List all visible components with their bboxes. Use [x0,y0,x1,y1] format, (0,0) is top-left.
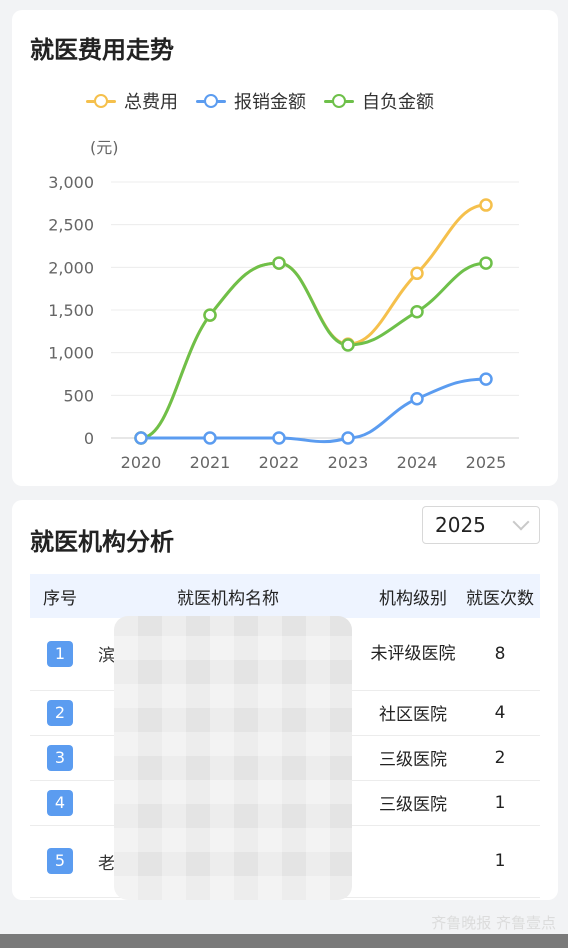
chart-legend: 总费用 报销金额 自负金额 [86,88,434,114]
legend-item-selfpay[interactable]: 自负金额 [324,88,434,114]
row-count: 1 [460,780,540,826]
data-point [203,431,217,445]
year-select[interactable]: 2025 [422,506,540,544]
header-level: 机构级别 [366,574,460,618]
y-tick-label: 3,000 [48,173,94,192]
y-tick-label: 500 [63,386,94,405]
y-axis-unit: (元) [90,138,119,157]
chart-title: 就医费用走势 [30,36,174,64]
row-level: 社区医院 [366,690,460,736]
x-tick-label: 2023 [328,453,369,472]
legend-item-reimbursed[interactable]: 报销金额 [196,88,306,114]
bottom-bar [0,934,568,948]
legend-label-selfpay: 自负金额 [362,92,434,113]
year-select-value: 2025 [435,513,486,537]
row-count: 2 [460,735,540,781]
legend-swatch-reimbursed [196,94,226,108]
legend-swatch-selfpay [324,94,354,108]
legend-label-total: 总费用 [124,92,178,113]
row-level [366,825,460,898]
row-index-badge: 1 [47,640,73,667]
data-point [134,431,148,445]
x-tick-label: 2024 [397,453,438,472]
legend-swatch-total [86,94,116,108]
data-point [341,338,355,352]
row-count: 1 [460,825,540,898]
series-line [139,261,488,440]
x-tick-label: 2021 [190,453,231,472]
x-tick-label: 2025 [466,453,507,472]
expense-trend-card: 就医费用走势 总费用 报销金额 自负金额 (元) 0 500 1,000 1,500 2,… [12,10,558,486]
series-line [139,203,488,440]
data-point [410,391,424,406]
row-level: 未评级医院 [366,618,460,691]
data-point [203,308,217,322]
redaction-mosaic [114,616,352,900]
row-index-badge: 5 [47,848,73,874]
row-index-badge: 3 [47,744,73,771]
header-index: 序号 [30,574,90,618]
row-count: 4 [460,690,540,736]
data-point [479,198,493,212]
row-level: 三级医院 [366,780,460,826]
row-level: 三级医院 [366,735,460,781]
table-header-row: 序号 就医机构名称 机构级别 就医次数 [30,574,540,618]
legend-label-reimbursed: 报销金额 [234,92,306,113]
legend-item-total[interactable]: 总费用 [86,88,178,114]
table-title: 就医机构分析 [30,528,174,556]
x-tick-label: 2022 [259,453,300,472]
data-point [479,372,493,386]
row-index-badge: 2 [47,699,73,726]
header-count: 就医次数 [460,574,540,618]
data-point [272,256,286,270]
y-tick-label: 2,000 [48,258,94,277]
x-tick-label: 2020 [121,453,162,472]
y-tick-label: 1,500 [48,301,94,320]
row-index-badge: 4 [47,789,73,816]
row-count: 8 [460,618,540,691]
series-line [139,377,488,444]
y-tick-label: 1,000 [48,344,94,363]
header-name: 就医机构名称 [90,574,366,618]
data-point [410,266,424,281]
y-tick-label: 2,500 [48,216,94,235]
data-point [272,431,286,445]
data-point [341,431,355,445]
y-tick-label: 0 [84,429,94,448]
data-point [479,256,493,270]
data-point [410,304,424,319]
chevron-down-icon [512,513,530,531]
watermark-logo: 齐鲁晚报 齐鲁壹点 [431,914,556,932]
expense-line-chart: (元) 0 500 1,000 1,500 2,000 2,500 3,000 2020 2021… [48,138,519,472]
